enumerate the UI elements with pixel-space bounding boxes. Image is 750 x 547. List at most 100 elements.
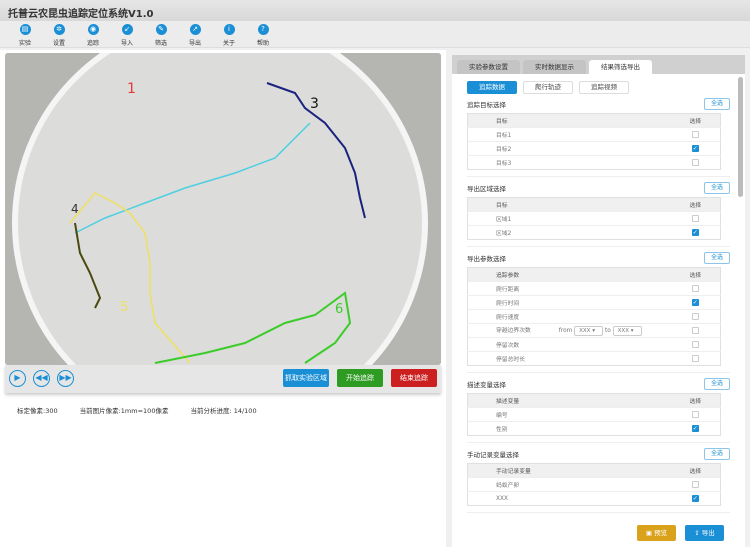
to-select[interactable]: XXX ▾ [612, 325, 642, 336]
toolbar-label: 追踪 [86, 40, 99, 47]
toolbar-label: 帮助 [256, 40, 269, 47]
grab-area-button[interactable]: 抓取实验区域 [283, 369, 329, 387]
selection-table: 目标 选择 目标1 目标2 ✓ 目标3 [467, 113, 721, 170]
fast-forward-button[interactable]: ▶▶ [57, 370, 74, 387]
row-checkbox[interactable]: ✓ [691, 299, 699, 306]
track-6 [154, 291, 352, 364]
from-select[interactable]: XXX ▾ [574, 325, 604, 336]
column-header-select: 选择 [670, 393, 721, 408]
column-header-select: 选择 [670, 463, 721, 478]
row-checkbox[interactable] [691, 131, 699, 138]
row-label: 爬行时间 [496, 301, 520, 307]
row-checkbox[interactable] [691, 313, 699, 320]
select-all-button[interactable]: 全选 [704, 448, 730, 460]
row-label: 爬行速度 [496, 315, 520, 321]
section: 导出区域选择 全选 目标 选择 区域1 区域2 ✓ [467, 182, 730, 247]
preview-label: 预览 [654, 529, 668, 537]
subtab-crawl-track[interactable]: 爬行轨迹 [523, 81, 573, 94]
select-all-button[interactable]: 全选 [704, 252, 730, 264]
row-checkbox[interactable] [691, 327, 699, 334]
row-label: 目标2 [496, 147, 512, 153]
column-header-select: 选择 [670, 197, 721, 212]
row-name: 爬行时间 [467, 295, 671, 310]
toolbar-experiment-button[interactable]: ▤ 实验 [8, 21, 42, 47]
row-checkbox[interactable]: ✓ [691, 145, 699, 152]
row-name: 穿越边界次数 from XXX ▾ to XXX ▾ [467, 323, 671, 338]
section-title: 描述变量选择 [467, 381, 506, 389]
table-row: 爬行速度 [467, 309, 721, 324]
table-row: 停留总时长 [467, 351, 721, 366]
toolbar-info-button[interactable]: i 关于 [212, 21, 246, 47]
toolbar: ▤ 实验 ✲ 设置 ◉ 追踪 ↙ 导入 ✎ 筛选 ↗ 导出 i 关于? 帮助 [0, 21, 750, 48]
row-checkbox[interactable]: ✓ [691, 425, 699, 432]
table-row: 爬行时间 ✓ [467, 295, 721, 310]
selection-table: 描述变量 选择 编号 性别 ✓ [467, 393, 721, 436]
table-row: 目标3 [467, 155, 721, 170]
tab-bar: 实验参数设置 实时数据显示 结果筛选导出 [452, 55, 745, 74]
left-panel: 1 3 4 5 6 ▶ ◀◀ ▶▶ 抓取实验区域 开始追踪 结束追踪 标定像素:… [0, 50, 446, 547]
row-checkbox[interactable] [691, 341, 699, 348]
section: 手动记录变量选择 全选手动记录变量 选择 蚂蚁产卵 XXX ✓ [467, 448, 730, 513]
gear-icon: ✲ [53, 24, 65, 35]
toolbar-share-button[interactable]: ↗ 导出 [178, 21, 212, 47]
row-name: 区域2 [467, 225, 671, 240]
track-3 [266, 82, 366, 219]
row-checkbox[interactable] [691, 411, 699, 418]
analysis-progress: 当前分析进度: 14/100 [190, 407, 257, 415]
row-label: 性别 [496, 427, 508, 433]
table-row: XXX ✓ [467, 491, 721, 506]
selection-table: 追踪参数 选择 爬行距离 爬行时间 ✓ 爬行速度 穿越边界次数 from XXX ▾ to X… [467, 267, 721, 366]
subtab-tracking-data[interactable]: 追踪数据 [467, 81, 517, 94]
stop-tracking-button[interactable]: 结束追踪 [391, 369, 437, 387]
row-checkbox[interactable] [691, 355, 699, 362]
tab-result-export[interactable]: 结果筛选导出 [589, 60, 652, 74]
select-all-button[interactable]: 全选 [704, 378, 730, 390]
start-tracking-button[interactable]: 开始追踪 [337, 369, 383, 387]
toolbar-import-button[interactable]: ↙ 导入 [110, 21, 144, 47]
row-checkbox[interactable] [691, 481, 699, 488]
subtab-tracking-video[interactable]: 追踪视频 [579, 81, 629, 94]
control-bar: ▶ ◀◀ ▶▶ 抓取实验区域 开始追踪 结束追踪 [5, 365, 441, 393]
app-title: 托普云农昆虫追踪定位系统V1.0 [8, 9, 154, 20]
table-row: 性别 ✓ [467, 421, 721, 436]
target-label-1: 1 [127, 81, 136, 97]
row-checkbox[interactable]: ✓ [691, 229, 699, 236]
tab-experiment-settings[interactable]: 实验参数设置 [457, 60, 520, 74]
table-row: 目标1 [467, 127, 721, 142]
rewind-button[interactable]: ◀◀ [33, 370, 50, 387]
selection-table: 手动记录变量 选择 蚂蚁产卵 XXX ✓ [467, 463, 721, 506]
toolbar-filter-button[interactable]: ✎ 筛选 [144, 21, 178, 47]
preview-button[interactable]: ▣ 预览 [637, 525, 676, 541]
toolbar-label: 导出 [188, 40, 201, 47]
selection-table: 目标 选择 区域1 区域2 ✓ [467, 197, 721, 240]
image-scale: 当前图片像素:1mm=100像素 [79, 407, 169, 415]
row-checkbox[interactable]: ✓ [691, 495, 699, 502]
play-button[interactable]: ▶ [9, 370, 26, 387]
row-name: 目标3 [467, 155, 671, 170]
table-row: 区域1 [467, 211, 721, 226]
row-checkbox[interactable] [691, 215, 699, 222]
tab-realtime-data[interactable]: 实时数据显示 [523, 60, 586, 74]
target-label-5: 5 [120, 300, 128, 315]
to-value: XXX [617, 327, 629, 334]
select-all-button[interactable]: 全选 [704, 98, 730, 110]
toolbar-help-button[interactable]: ? 帮助 [246, 21, 280, 47]
row-checkbox[interactable] [691, 159, 699, 166]
share-icon: ↗ [189, 24, 201, 35]
section: 描述变量选择 全选 描述变量 选择 编号 性别 ✓ [467, 378, 730, 443]
toolbar-label: 筛选 [154, 40, 167, 47]
section-title: 手动记录变量选择 [467, 451, 519, 459]
status-info: 标定像素:300 当前图片像素:1mm=100像素 当前分析进度: 14/100 [17, 405, 257, 415]
scrollbar[interactable] [738, 77, 743, 197]
select-all-button[interactable]: 全选 [704, 182, 730, 194]
video-view[interactable]: 1 3 4 5 6 [5, 53, 441, 365]
toolbar-camera-button[interactable]: ◉ 追踪 [76, 21, 110, 47]
toolbar-gear-button[interactable]: ✲ 设置 [42, 21, 76, 47]
export-button[interactable]: ⇪ 导出 [685, 525, 724, 541]
row-label: 目标1 [496, 133, 512, 139]
column-header: 目标 [467, 197, 671, 212]
table-row: 穿越边界次数 from XXX ▾ to XXX ▾ [467, 323, 721, 338]
row-checkbox[interactable] [691, 285, 699, 292]
column-header: 手动记录变量 [467, 463, 671, 478]
row-label: 停留次数 [496, 343, 520, 349]
